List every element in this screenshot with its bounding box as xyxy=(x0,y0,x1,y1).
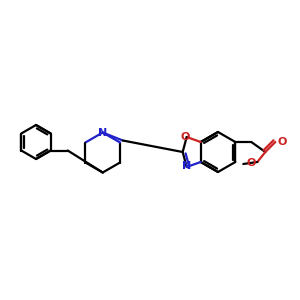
Text: O: O xyxy=(277,137,287,147)
Text: O: O xyxy=(181,132,190,142)
Text: N: N xyxy=(182,161,191,171)
Text: N: N xyxy=(98,128,107,137)
Text: O: O xyxy=(247,158,256,168)
